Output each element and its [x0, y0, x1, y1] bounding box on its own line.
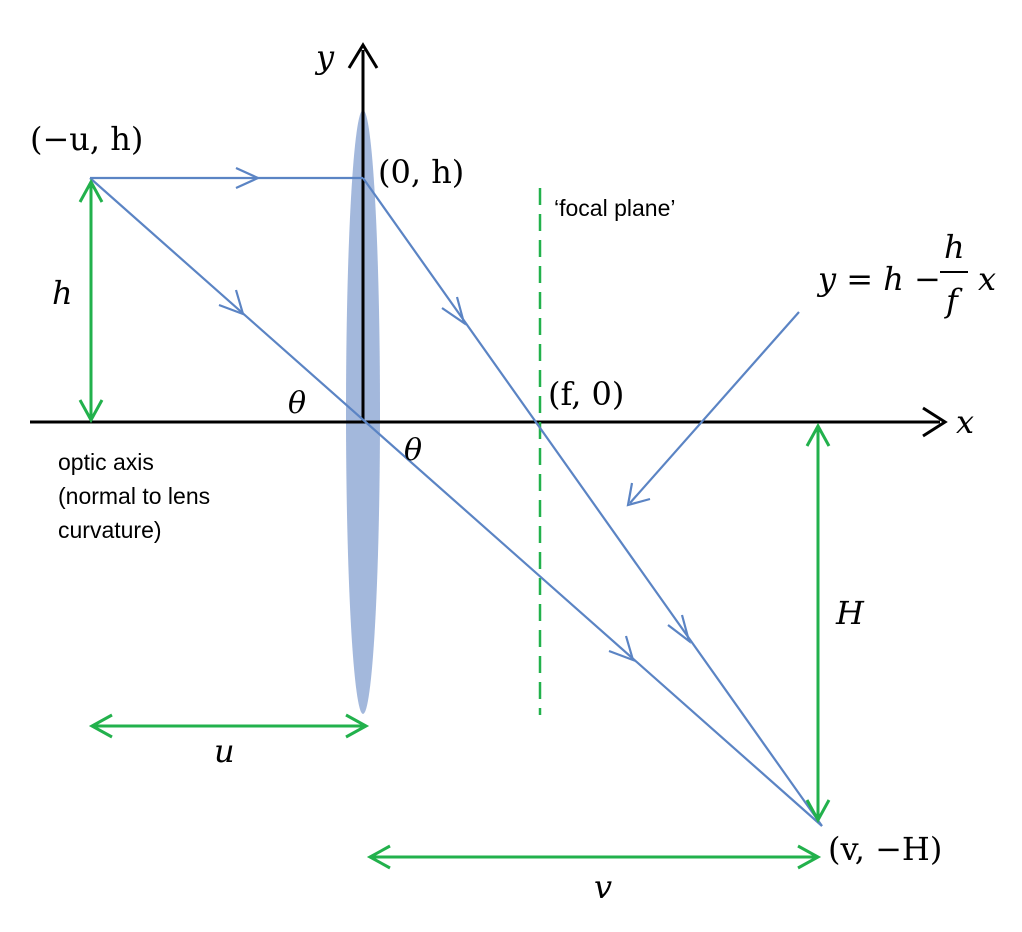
- angle-theta-left: θ: [288, 386, 306, 421]
- equation-fraction-denominator: f: [944, 282, 963, 320]
- central-ray: [89, 177, 823, 827]
- optic-axis-label-line3: curvature): [58, 517, 162, 543]
- v-dimension-arrow-right: [797, 844, 822, 870]
- equation-pointer-arrowhead: [626, 482, 651, 507]
- y-axis-arrowhead: [347, 42, 379, 69]
- H-dimension-arrow-top: [805, 422, 831, 447]
- focal-point-label: (f, 0): [548, 375, 624, 413]
- v-dimension-arrow-left: [366, 844, 391, 870]
- optic-axis-label-line2: (normal to lens: [58, 483, 210, 509]
- x-axis-label: x: [956, 403, 974, 441]
- height-h-label: h: [52, 274, 73, 312]
- H-dimension-arrow-bottom: [805, 799, 831, 824]
- refracted-ray-arrow-upper: [441, 296, 466, 326]
- height-H-label: H: [835, 594, 865, 632]
- distance-v-label: v: [594, 868, 612, 906]
- ray-equation: y = h − h f x: [816, 228, 996, 320]
- central-ray-arrow-lower: [608, 635, 635, 662]
- focal-plane-label: ‘focal plane’: [554, 195, 675, 221]
- distance-u-label: u: [214, 732, 235, 770]
- object-point-label: (−u, h): [30, 120, 143, 158]
- refracted-ray-arrow-lower: [667, 614, 691, 644]
- h-dimension-arrow-top: [78, 178, 104, 203]
- equation-fraction-numerator: h: [944, 228, 965, 266]
- equation-pointer-line: [629, 311, 800, 504]
- equation-rhs: x: [978, 260, 996, 298]
- coordinate-axes: [30, 42, 948, 438]
- dimension-markers: [78, 178, 831, 870]
- y-axis-label: y: [314, 38, 335, 76]
- equation-lhs: y = h −: [816, 260, 941, 298]
- optic-axis-label-line1: optic axis: [58, 449, 154, 475]
- x-axis-arrowhead: [922, 406, 948, 438]
- u-dimension-arrow-left: [88, 713, 113, 739]
- angle-theta-right: θ: [404, 433, 422, 468]
- central-ray-arrow-upper: [218, 289, 245, 316]
- h-dimension-arrow-bottom: [78, 399, 104, 424]
- light-rays: [89, 166, 823, 827]
- parallel-ray-refracted: [362, 177, 823, 827]
- image-point-label: (v, −H): [828, 830, 942, 868]
- lens-top-point-label: (0, h): [378, 153, 464, 191]
- u-dimension-arrow-right: [345, 713, 370, 739]
- parallel-ray-arrow: [235, 166, 261, 190]
